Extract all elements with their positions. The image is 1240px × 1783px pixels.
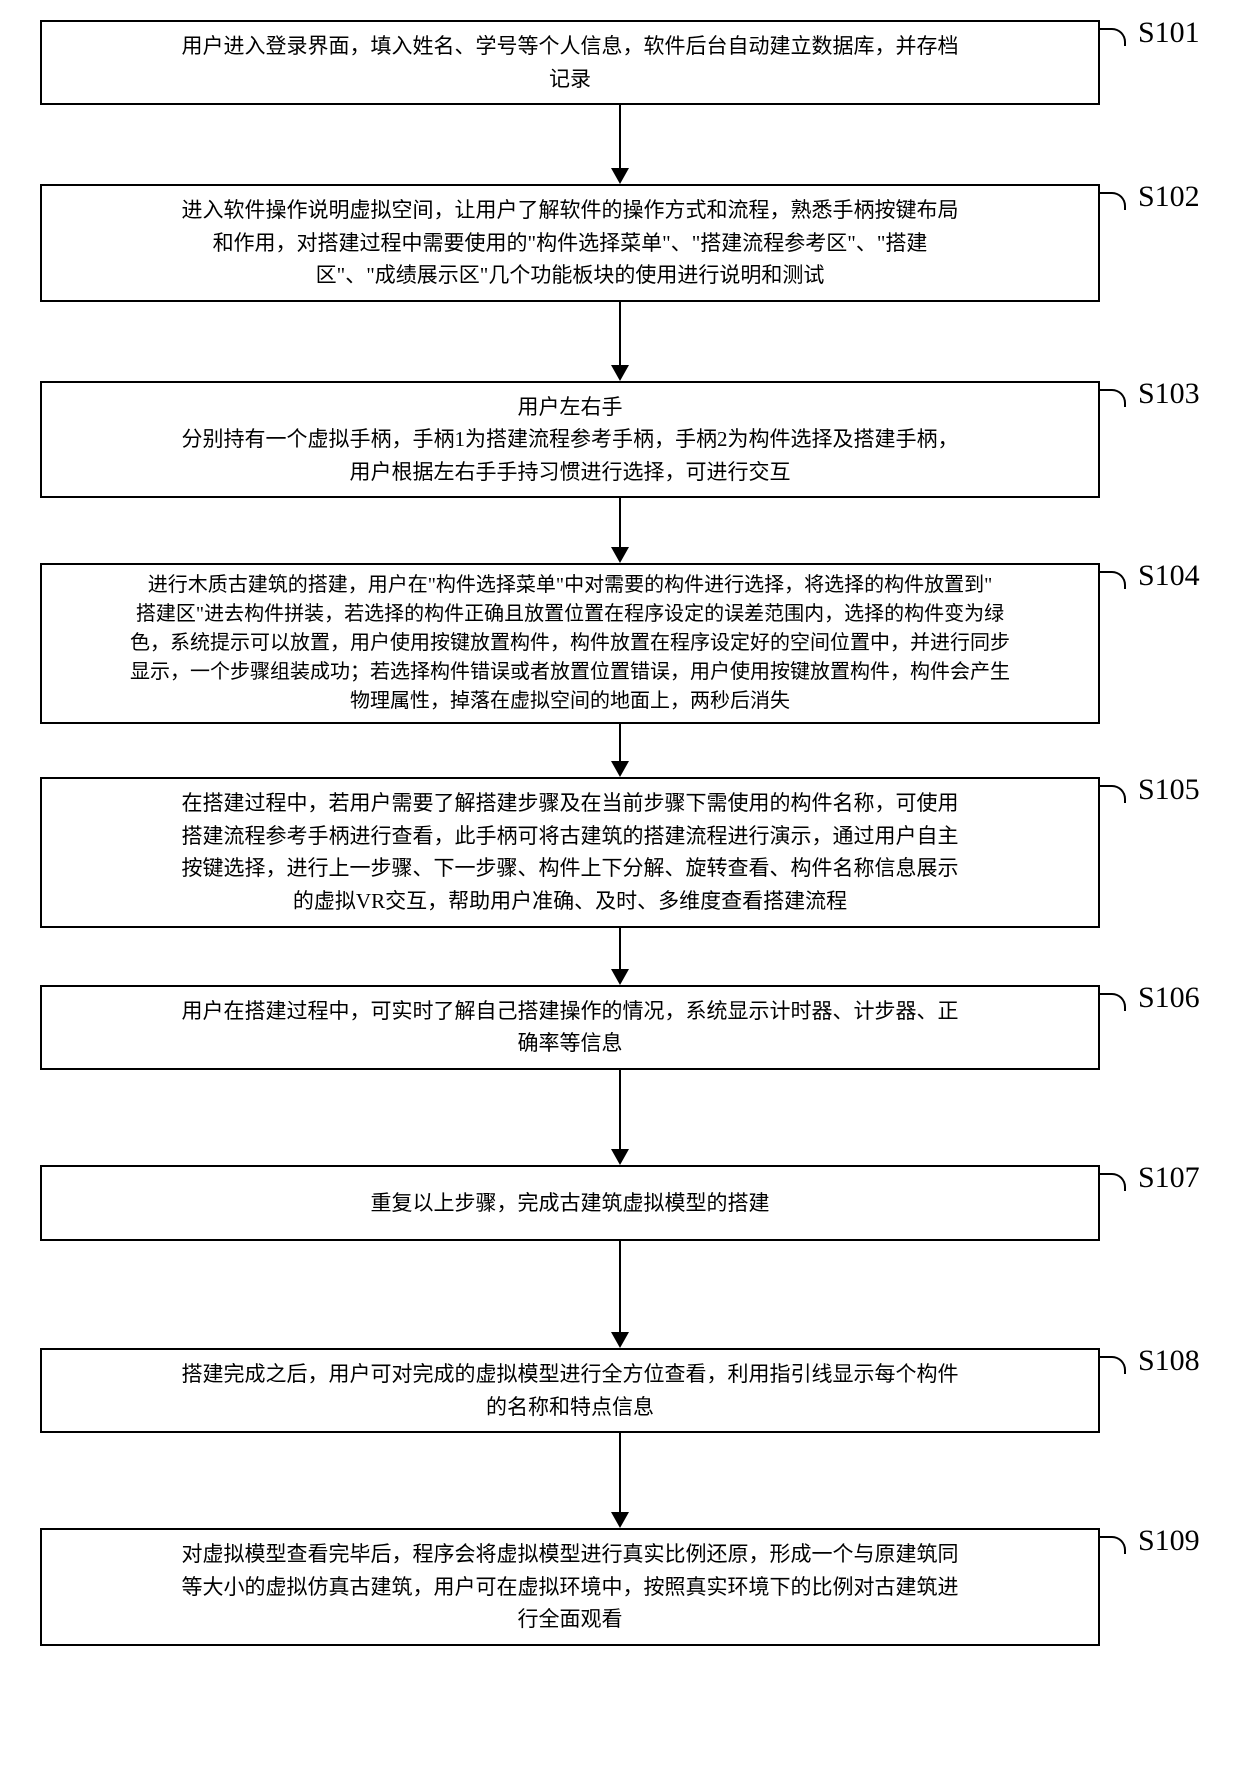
step-text: 搭建完成之后，用户可对完成的虚拟模型进行全方位查看，利用指引线显示每个构件 <box>182 1362 959 1386</box>
step-text: 显示，一个步骤组装成功；若选择构件错误或者放置位置错误，用户使用按键放置构件，构… <box>130 661 1010 683</box>
arrow-head-icon <box>611 761 629 777</box>
step-text: 物理属性，掉落在虚拟空间的地面上，两秒后消失 <box>350 690 790 712</box>
step-box-S106: 用户在搭建过程中，可实时了解自己搭建操作的情况，系统显示计时器、计步器、正确率等… <box>40 985 1100 1070</box>
step-text: 对虚拟模型查看完毕后，程序会将虚拟模型进行真实比例还原，形成一个与原建筑同 <box>182 1542 959 1566</box>
step-label-S107: S107 <box>1138 1161 1200 1195</box>
step-box-S107: 重复以上步骤，完成古建筑虚拟模型的搭建 <box>40 1165 1100 1242</box>
arrow-line <box>619 1241 621 1333</box>
step-text: 按键选择，进行上一步骤、下一步骤、构件上下分解、旋转查看、构件名称信息展示 <box>182 856 959 880</box>
label-connector <box>1100 1356 1126 1374</box>
step-row-S103: 用户左右手分别持有一个虚拟手柄，手柄1为搭建流程参考手柄，手柄2为构件选择及搭建… <box>40 381 1200 499</box>
step-row-S104: 进行木质古建筑的搭建，用户在"构件选择菜单"中对需要的构件进行选择，将选择的构件… <box>40 563 1200 724</box>
step-row-S107: 重复以上步骤，完成古建筑虚拟模型的搭建S107 <box>40 1165 1200 1242</box>
arrow-line <box>619 105 621 169</box>
arrow-head-icon <box>611 1512 629 1528</box>
arrow-line <box>619 1070 621 1150</box>
step-row-S108: 搭建完成之后，用户可对完成的虚拟模型进行全方位查看，利用指引线显示每个构件的名称… <box>40 1348 1200 1433</box>
step-box-S101: 用户进入登录界面，填入姓名、学号等个人信息，软件后台自动建立数据库，并存档记录 <box>40 20 1100 105</box>
step-text: 用户根据左右手手持习惯进行选择，可进行交互 <box>350 460 791 484</box>
step-text: 进行木质古建筑的搭建，用户在"构件选择菜单"中对需要的构件进行选择，将选择的构件… <box>148 574 993 596</box>
arrow-down-icon <box>90 1070 1150 1165</box>
arrow-down-icon <box>90 1241 1150 1348</box>
step-box-S108: 搭建完成之后，用户可对完成的虚拟模型进行全方位查看，利用指引线显示每个构件的名称… <box>40 1348 1100 1433</box>
arrow-line <box>619 498 621 548</box>
arrow-down-icon <box>90 105 1150 184</box>
label-connector <box>1100 1173 1126 1191</box>
arrow-down-icon <box>90 928 1150 985</box>
step-row-S102: 进入软件操作说明虚拟空间，让用户了解软件的操作方式和流程，熟悉手柄按键布局和作用… <box>40 184 1200 302</box>
step-row-S101: 用户进入登录界面，填入姓名、学号等个人信息，软件后台自动建立数据库，并存档记录S… <box>40 20 1200 105</box>
label-connector <box>1100 993 1126 1011</box>
step-label-S105: S105 <box>1138 773 1200 807</box>
label-connector <box>1100 192 1126 210</box>
step-label-S106: S106 <box>1138 981 1200 1015</box>
flowchart-container: 用户进入登录界面，填入姓名、学号等个人信息，软件后台自动建立数据库，并存档记录 S… <box>40 20 1200 1646</box>
step-text: 进入软件操作说明虚拟空间，让用户了解软件的操作方式和流程，熟悉手柄按键布局 <box>182 198 959 222</box>
arrow-head-icon <box>611 1149 629 1165</box>
arrow-down-icon <box>90 302 1150 381</box>
step-text: 区"、"成绩展示区"几个功能板块的使用进行说明和测试 <box>316 263 825 287</box>
step-text: 搭建流程参考手柄进行查看，此手柄可将古建筑的搭建流程进行演示，通过用户自主 <box>182 824 959 848</box>
step-row-S105: 在搭建过程中，若用户需要了解搭建步骤及在当前步骤下需使用的构件名称，可使用搭建流… <box>40 777 1200 927</box>
step-box-S104: 进行木质古建筑的搭建，用户在"构件选择菜单"中对需要的构件进行选择，将选择的构件… <box>40 563 1100 724</box>
step-box-S109: 对虚拟模型查看完毕后，程序会将虚拟模型进行真实比例还原，形成一个与原建筑同等大小… <box>40 1528 1100 1646</box>
step-text: 的名称和特点信息 <box>486 1395 654 1419</box>
arrow-line <box>619 928 621 970</box>
step-text: 重复以上步骤，完成古建筑虚拟模型的搭建 <box>371 1191 770 1215</box>
arrow-head-icon <box>611 547 629 563</box>
arrow-line <box>619 724 621 762</box>
step-box-S103: 用户左右手分别持有一个虚拟手柄，手柄1为搭建流程参考手柄，手柄2为构件选择及搭建… <box>40 381 1100 499</box>
step-text: 搭建区"进去构件拼装，若选择的构件正确且放置位置在程序设定的误差范围内，选择的构… <box>136 603 1004 625</box>
step-label-S109: S109 <box>1138 1524 1200 1558</box>
step-text: 等大小的虚拟仿真古建筑，用户可在虚拟环境中，按照真实环境下的比例对古建筑进 <box>182 1575 959 1599</box>
arrow-down-icon <box>90 1433 1150 1528</box>
step-label-S103: S103 <box>1138 377 1200 411</box>
arrow-head-icon <box>611 969 629 985</box>
arrow-down-icon <box>90 498 1150 563</box>
step-text: 分别持有一个虚拟手柄，手柄1为搭建流程参考手柄，手柄2为构件选择及搭建手柄， <box>182 427 959 451</box>
arrow-head-icon <box>611 168 629 184</box>
label-connector <box>1100 571 1126 589</box>
arrow-down-icon <box>90 724 1150 777</box>
step-text: 记录 <box>549 67 591 91</box>
step-box-S102: 进入软件操作说明虚拟空间，让用户了解软件的操作方式和流程，熟悉手柄按键布局和作用… <box>40 184 1100 302</box>
step-text: 行全面观看 <box>518 1607 623 1631</box>
step-row-S106: 用户在搭建过程中，可实时了解自己搭建操作的情况，系统显示计时器、计步器、正确率等… <box>40 985 1200 1070</box>
step-text: 用户在搭建过程中，可实时了解自己搭建操作的情况，系统显示计时器、计步器、正 <box>182 999 959 1023</box>
arrow-line <box>619 302 621 366</box>
step-text: 确率等信息 <box>518 1031 623 1055</box>
step-label-S101: S101 <box>1138 16 1200 50</box>
step-row-S109: 对虚拟模型查看完毕后，程序会将虚拟模型进行真实比例还原，形成一个与原建筑同等大小… <box>40 1528 1200 1646</box>
label-connector <box>1100 1536 1126 1554</box>
label-connector <box>1100 785 1126 803</box>
step-text: 和作用，对搭建过程中需要使用的"构件选择菜单"、"搭建流程参考区"、"搭建 <box>213 231 928 255</box>
arrow-head-icon <box>611 365 629 381</box>
step-text: 用户进入登录界面，填入姓名、学号等个人信息，软件后台自动建立数据库，并存档 <box>182 34 959 58</box>
step-label-S108: S108 <box>1138 1344 1200 1378</box>
step-label-S102: S102 <box>1138 180 1200 214</box>
step-text: 的虚拟VR交互，帮助用户准确、及时、多维度查看搭建流程 <box>293 889 847 913</box>
step-text: 用户左右手 <box>518 395 623 419</box>
step-box-S105: 在搭建过程中，若用户需要了解搭建步骤及在当前步骤下需使用的构件名称，可使用搭建流… <box>40 777 1100 927</box>
label-connector <box>1100 389 1126 407</box>
step-label-S104: S104 <box>1138 559 1200 593</box>
label-connector <box>1100 28 1126 46</box>
step-text: 色，系统提示可以放置，用户使用按键放置构件，构件放置在程序设定好的空间位置中，并… <box>130 632 1010 654</box>
arrow-head-icon <box>611 1332 629 1348</box>
step-text: 在搭建过程中，若用户需要了解搭建步骤及在当前步骤下需使用的构件名称，可使用 <box>182 791 959 815</box>
arrow-line <box>619 1433 621 1513</box>
